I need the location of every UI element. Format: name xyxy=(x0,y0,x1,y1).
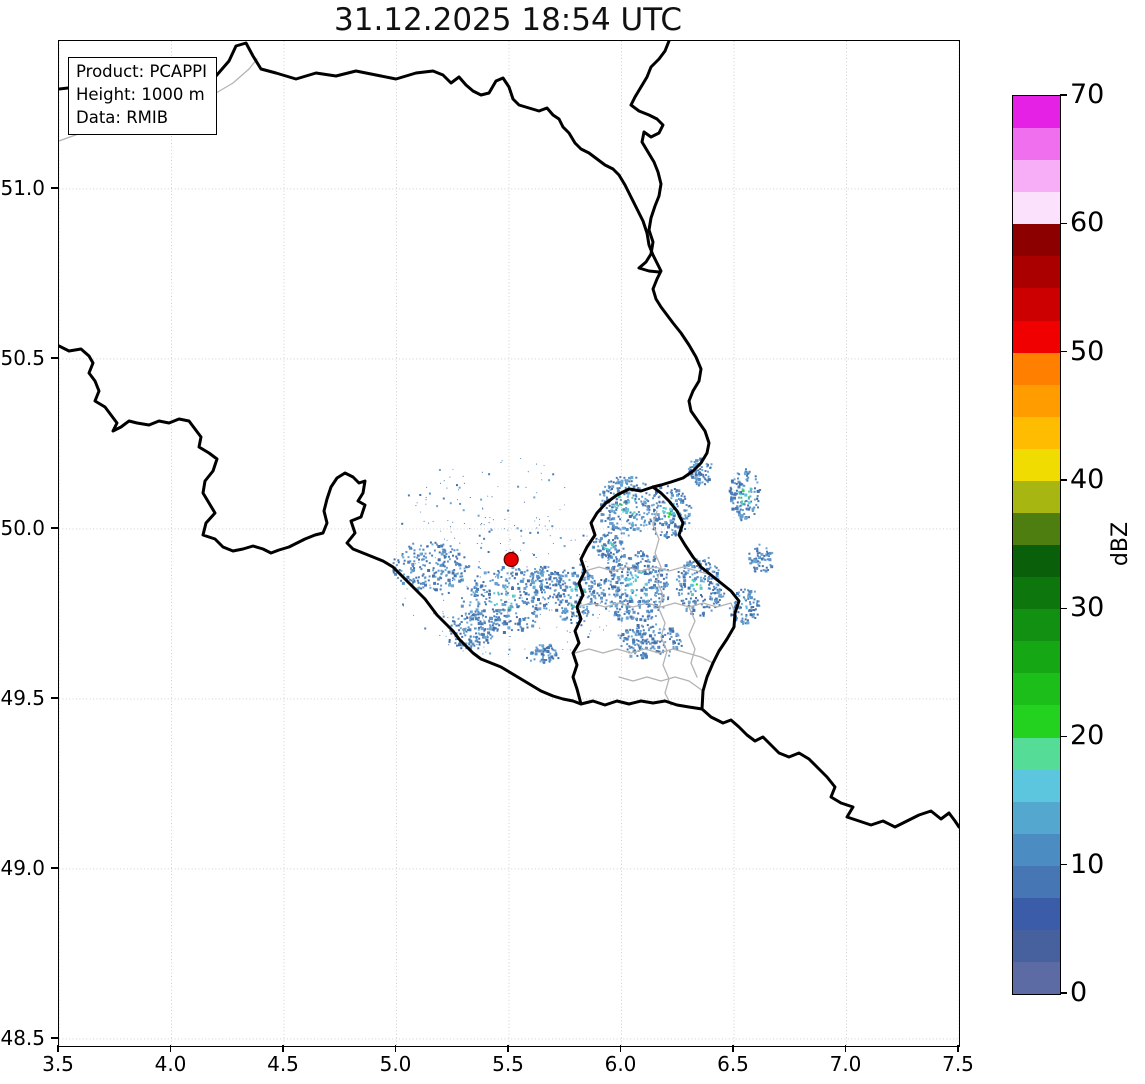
colorbar-tick-mark xyxy=(1060,350,1067,353)
colorbar-segment xyxy=(1013,962,1060,995)
y-tick-mark xyxy=(51,187,58,189)
x-tick-label: 4.5 xyxy=(267,1052,299,1076)
x-tick-mark xyxy=(57,1045,59,1052)
radar-site-marker xyxy=(503,551,519,568)
colorbar-segment xyxy=(1013,930,1060,963)
x-tick-label: 4.0 xyxy=(154,1052,187,1076)
colorbar-tick-label: 50 xyxy=(1070,335,1105,367)
colorbar-segment xyxy=(1013,352,1060,385)
colorbar-tick-label: 20 xyxy=(1070,720,1105,752)
colorbar-tick-mark xyxy=(1060,735,1067,738)
colorbar-segment xyxy=(1013,865,1060,898)
product-info-box: Product: PCAPPI Height: 1000 m Data: RMI… xyxy=(68,57,217,136)
colorbar-segment xyxy=(1013,769,1060,802)
colorbar-segment xyxy=(1013,256,1060,289)
x-tick-label: 7.5 xyxy=(942,1052,974,1076)
colorbar-segment xyxy=(1013,545,1060,578)
colorbar-segment xyxy=(1013,833,1060,866)
colorbar-tick-label: 40 xyxy=(1070,463,1105,495)
colorbar-tick-label: 30 xyxy=(1070,592,1105,624)
info-height: Height: 1000 m xyxy=(76,84,205,104)
x-tick-label: 5.0 xyxy=(379,1052,412,1076)
colorbar-segment xyxy=(1013,224,1060,257)
colorbar-tick-label: 60 xyxy=(1070,207,1105,239)
figure-title: 31.12.2025 18:54 UTC xyxy=(334,2,682,38)
colorbar-segment xyxy=(1013,641,1060,674)
y-tick-label: 51.0 xyxy=(0,175,45,200)
admin1-borders xyxy=(59,58,736,706)
plot-area: Product: PCAPPI Height: 1000 m Data: RMI… xyxy=(58,40,960,1047)
colorbar-segment xyxy=(1013,673,1060,706)
colorbar-segment xyxy=(1013,160,1060,193)
colorbar-segment xyxy=(1013,384,1060,417)
country-borders xyxy=(59,41,959,829)
y-tick-mark xyxy=(51,1037,58,1039)
colorbar-segment xyxy=(1013,128,1060,161)
colorbar xyxy=(1012,95,1061,995)
colorbar-tick-mark xyxy=(1060,222,1067,224)
colorbar-tick-mark xyxy=(1060,992,1067,994)
x-tick-mark xyxy=(619,1045,622,1052)
map-svg xyxy=(59,41,959,1046)
colorbar-segment xyxy=(1013,288,1060,321)
x-tick-mark xyxy=(957,1045,959,1052)
colorbar-segment xyxy=(1013,737,1060,770)
colorbar-segment xyxy=(1013,609,1060,642)
colorbar-segment xyxy=(1013,705,1060,738)
colorbar-tick-label: 10 xyxy=(1070,848,1105,880)
colorbar-tick-mark xyxy=(1060,607,1067,609)
colorbar-tick-mark xyxy=(1060,864,1067,866)
colorbar-segment xyxy=(1013,192,1060,225)
colorbar-segment xyxy=(1013,801,1060,834)
y-tick-mark xyxy=(51,867,58,869)
info-data-source: Data: RMIB xyxy=(76,107,169,127)
colorbar-segment xyxy=(1013,320,1060,353)
grid-lines xyxy=(59,41,959,1046)
y-tick-mark xyxy=(51,527,58,529)
colorbar-tick-label: 0 xyxy=(1070,977,1088,1008)
colorbar-segment xyxy=(1013,96,1060,129)
info-product: Product: PCAPPI xyxy=(76,62,207,81)
x-tick-label: 5.5 xyxy=(492,1052,524,1076)
x-tick-label: 3.5 xyxy=(42,1052,74,1076)
x-tick-mark xyxy=(507,1045,509,1052)
radar-echo-pixels xyxy=(392,457,774,664)
x-tick-mark xyxy=(169,1045,172,1052)
y-tick-label: 48.5 xyxy=(0,1025,45,1050)
x-tick-label: 6.5 xyxy=(717,1052,749,1076)
y-tick-label: 50.5 xyxy=(0,345,45,370)
y-tick-mark xyxy=(51,697,58,699)
y-tick-mark xyxy=(51,357,58,359)
y-tick-label: 50.0 xyxy=(0,515,45,540)
colorbar-tick-mark xyxy=(1060,479,1067,481)
colorbar-segment xyxy=(1013,448,1060,481)
y-tick-label: 49.0 xyxy=(0,855,45,880)
x-tick-label: 7.0 xyxy=(829,1052,862,1076)
x-tick-mark xyxy=(732,1045,734,1052)
y-tick-label: 49.5 xyxy=(0,685,45,710)
colorbar-segment xyxy=(1013,577,1060,610)
colorbar-segment xyxy=(1013,513,1060,546)
colorbar-label: dBZ xyxy=(1108,521,1133,567)
x-tick-mark xyxy=(844,1045,847,1052)
x-tick-mark xyxy=(394,1045,397,1052)
colorbar-tick-label: 70 xyxy=(1070,79,1105,110)
x-tick-mark xyxy=(282,1045,284,1052)
colorbar-segment xyxy=(1013,416,1060,449)
x-tick-label: 6.0 xyxy=(604,1052,637,1076)
colorbar-segment xyxy=(1013,897,1060,931)
colorbar-tick-mark xyxy=(1060,94,1067,96)
colorbar-segment xyxy=(1013,480,1060,514)
